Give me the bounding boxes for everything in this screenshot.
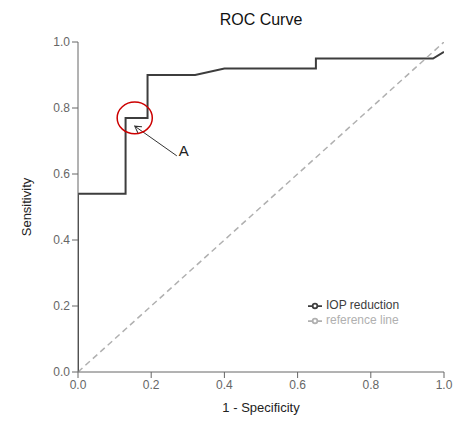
svg-text:1 - Specificity: 1 - Specificity [222, 400, 300, 415]
svg-text:0.2: 0.2 [143, 378, 160, 392]
svg-text:0.6: 0.6 [289, 378, 306, 392]
svg-text:Sensitivity: Sensitivity [19, 177, 34, 236]
svg-text:0.0: 0.0 [70, 378, 87, 392]
svg-text:A: A [179, 142, 189, 159]
svg-text:1.0: 1.0 [53, 35, 70, 49]
html-text:reference line: reference line [326, 312, 399, 327]
svg-text:0.8: 0.8 [362, 378, 379, 392]
svg-text:0.4: 0.4 [216, 378, 233, 392]
html-text:ROC Curve: ROC Curve [219, 11, 303, 28]
svg-text:0.2: 0.2 [53, 299, 70, 313]
svg-text:0.8: 0.8 [53, 101, 70, 115]
svg-text:0.6: 0.6 [53, 167, 70, 181]
svg-text:0.0: 0.0 [53, 365, 70, 379]
svg-text:0.4: 0.4 [53, 233, 70, 247]
svg-text:1.0: 1.0 [436, 378, 453, 392]
html-text:IOP reduction: IOP reduction [326, 298, 400, 312]
